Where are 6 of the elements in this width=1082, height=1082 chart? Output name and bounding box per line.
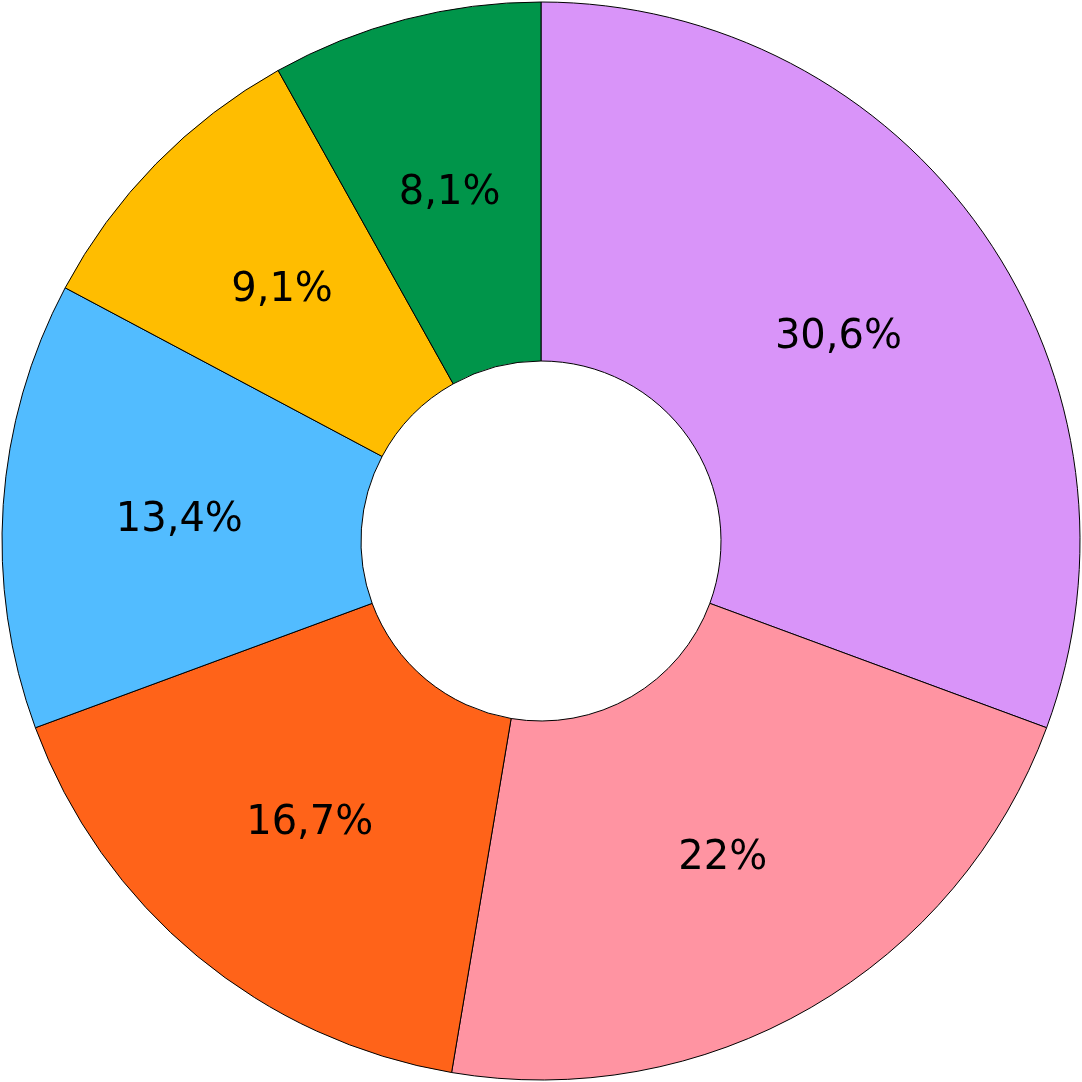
data-label: 13,4% bbox=[115, 493, 243, 540]
data-label: 30,6% bbox=[774, 310, 902, 357]
data-label: 16,7% bbox=[246, 797, 374, 844]
data-label: 22% bbox=[678, 831, 768, 878]
data-label: 9,1% bbox=[231, 264, 333, 311]
data-label: 8,1% bbox=[398, 167, 501, 214]
